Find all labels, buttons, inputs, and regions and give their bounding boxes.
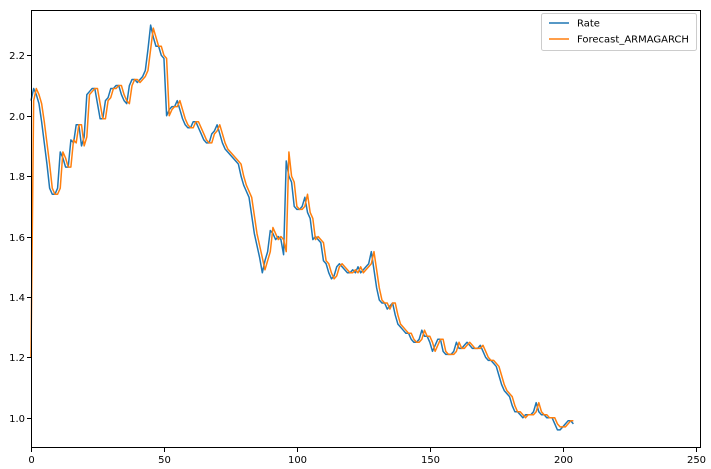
y-tick-label: 2.0 xyxy=(9,112,25,123)
series-lines xyxy=(30,24,574,431)
y-tick-label: 1.6 xyxy=(9,233,25,244)
y-tick-label: 2.2 xyxy=(9,51,25,62)
series-line-rate xyxy=(30,24,574,431)
legend-box xyxy=(541,13,697,51)
x-tick-label: 100 xyxy=(288,455,307,466)
x-tick-label: 50 xyxy=(158,455,171,466)
x-tick-label: 0 xyxy=(28,455,34,466)
y-tick-label: 1.2 xyxy=(9,353,25,364)
y-tick-label: 1.0 xyxy=(9,414,25,425)
legend-label-rate: Rate xyxy=(577,19,600,30)
legend: Rate Forecast_ARMAGARCH xyxy=(541,13,697,51)
axes-frame xyxy=(31,10,701,448)
legend-label-forecast: Forecast_ARMAGARCH xyxy=(577,35,689,46)
x-tick-label: 150 xyxy=(421,455,440,466)
series-line-forecast xyxy=(30,27,574,428)
y-tick-label: 1.4 xyxy=(9,293,25,304)
x-tick-label: 250 xyxy=(687,455,706,466)
y-tick-label: 1.8 xyxy=(9,172,25,183)
axis-ticks: 0 50 100 150 200 250 1.0 1.2 1.4 1.6 1.8 2.0 2.2 xyxy=(9,51,706,466)
x-tick-label: 200 xyxy=(554,455,573,466)
